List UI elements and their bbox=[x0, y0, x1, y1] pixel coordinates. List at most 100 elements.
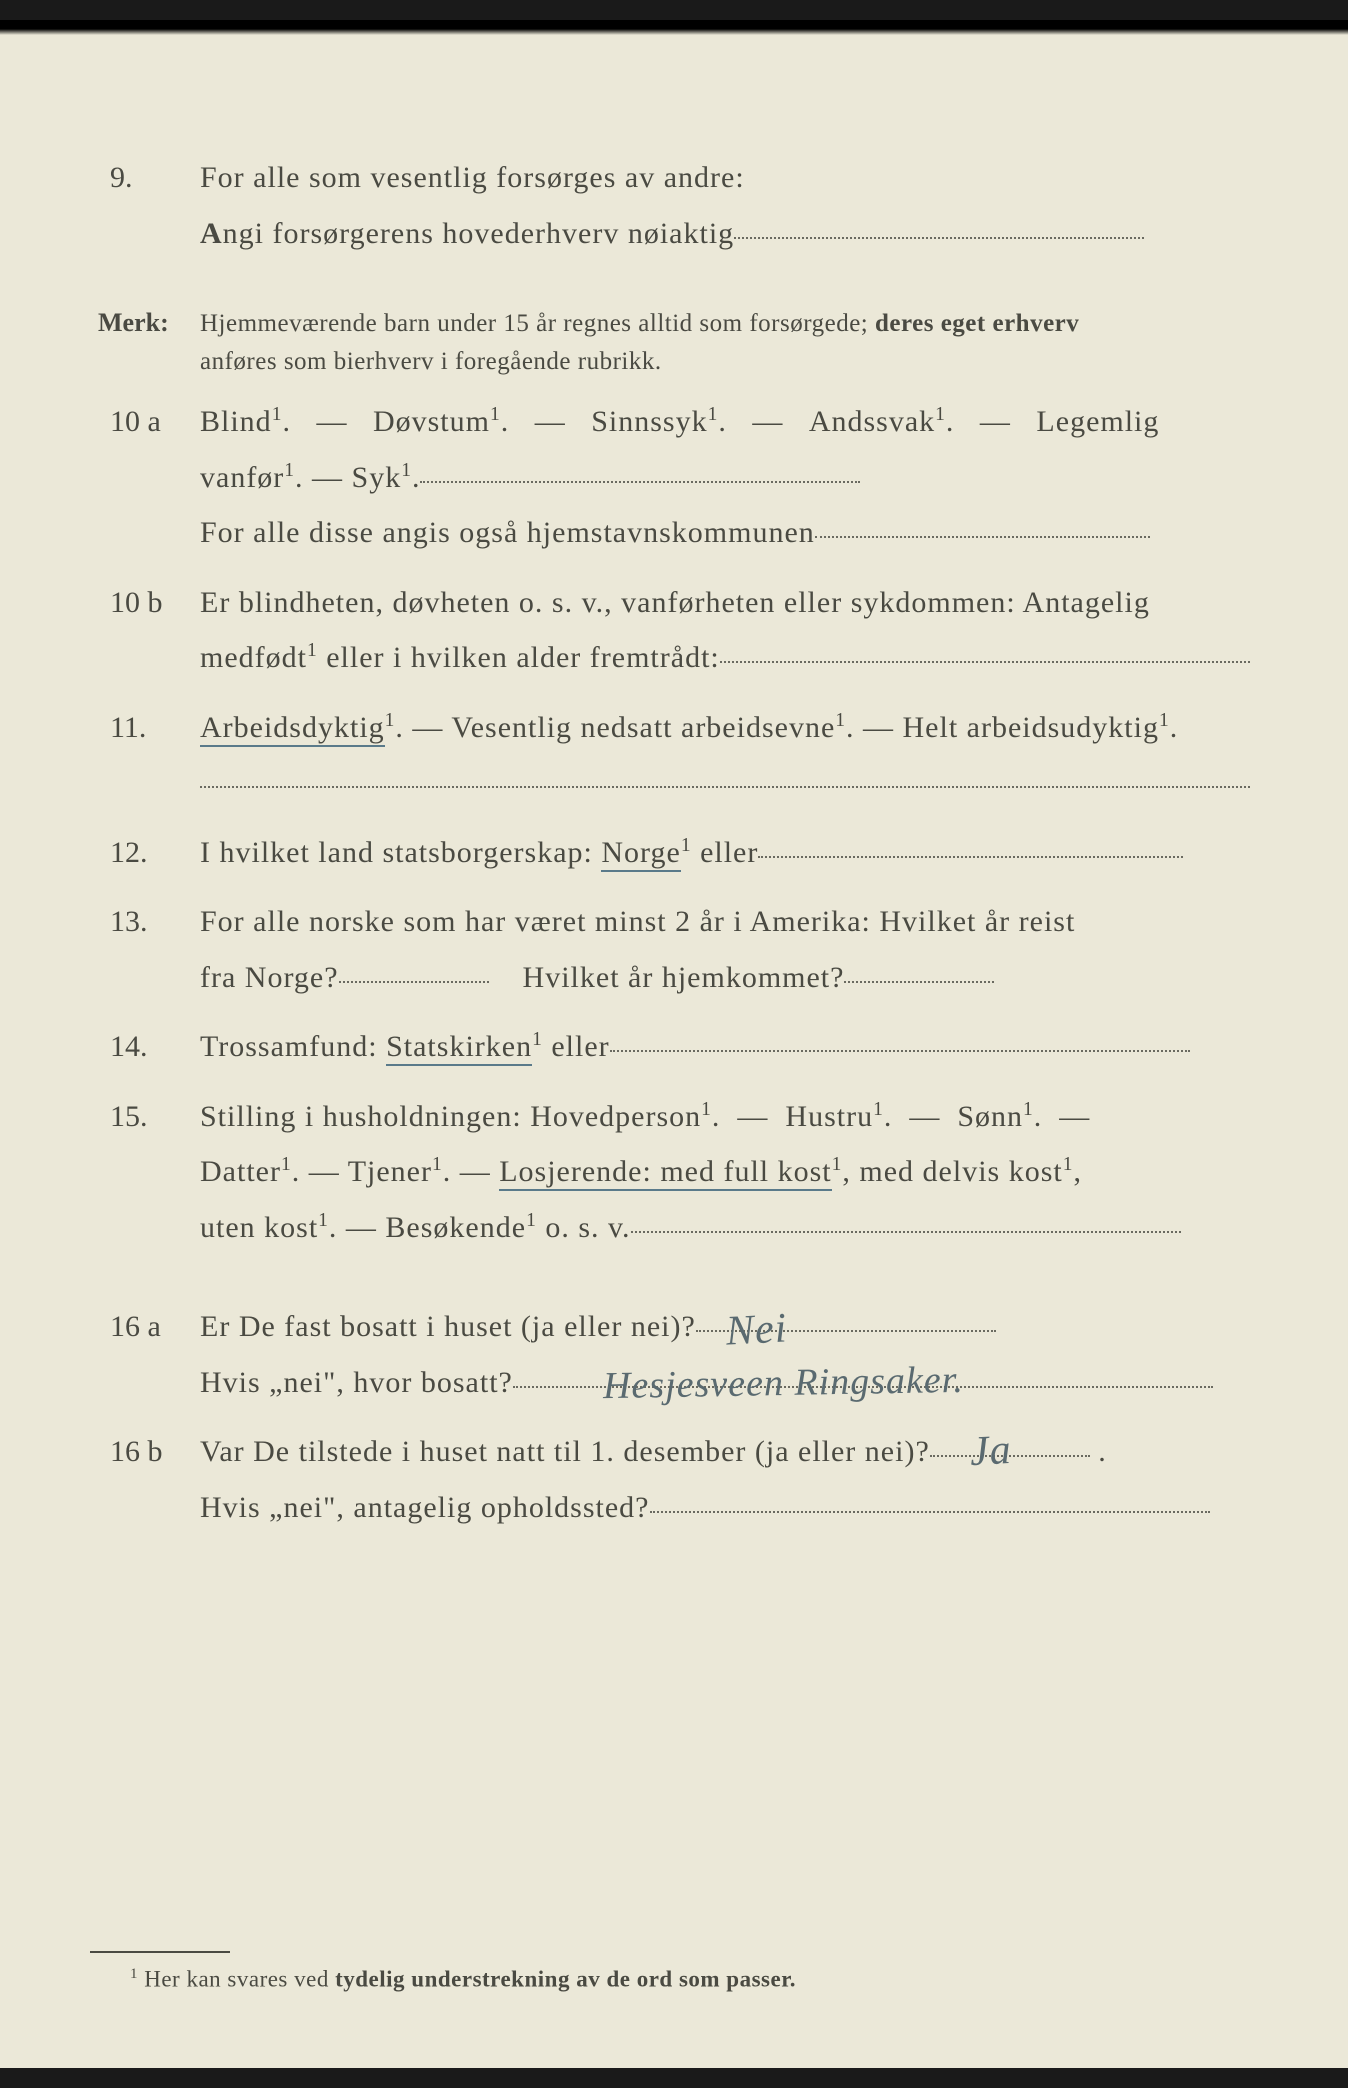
q16b-number: 16 b bbox=[90, 1435, 200, 1469]
q9-number: 9. bbox=[90, 161, 200, 195]
q16a-hand2: Hesjesveen Ringsaker. bbox=[602, 1344, 964, 1421]
gap bbox=[90, 1269, 1258, 1299]
footnote-text: Her kan svares ved bbox=[138, 1967, 335, 1992]
question-10a: 10 a Blind1. — Døvstum1. — Sinnssyk1. — … bbox=[90, 394, 1258, 561]
q9-line2-bold: A bbox=[200, 217, 223, 250]
question-12: 12. I hvilket land statsborgerskap: Norg… bbox=[90, 825, 1258, 881]
merk-text2: deres eget erhverv bbox=[875, 310, 1079, 337]
q12-body: I hvilket land statsborgerskap: Norge1 e… bbox=[200, 825, 1258, 881]
fill-line bbox=[720, 661, 1250, 663]
q14-number: 14. bbox=[90, 1030, 200, 1064]
q15-body: Stilling i husholdningen: Hovedperson1. … bbox=[200, 1089, 1258, 1256]
q11-t2: Vesentlig nedsatt arbeidsevne bbox=[451, 711, 835, 744]
q12-t2: Norge bbox=[601, 836, 680, 872]
q13-line2a: fra Norge? bbox=[200, 961, 339, 994]
fill-line bbox=[758, 856, 1183, 858]
q15-t1: Stilling i husholdningen: Hovedperson bbox=[200, 1100, 701, 1133]
fill-line bbox=[610, 1050, 1190, 1052]
q12-t1: I hvilket land statsborgerskap: bbox=[200, 836, 601, 869]
fill-line: Nei bbox=[696, 1330, 996, 1332]
footnote-sup: 1 bbox=[130, 1966, 138, 1982]
q13-body: For alle norske som har været minst 2 år… bbox=[200, 894, 1258, 1005]
question-11: 11. Arbeidsdyktig1. — Vesentlig nedsatt … bbox=[90, 700, 1258, 811]
document-page: 9. For alle som vesentlig forsørges av a… bbox=[0, 20, 1348, 2068]
fill-line bbox=[815, 536, 1150, 538]
top-edge-decoration bbox=[0, 20, 1348, 35]
q14-t1: Trossamfund: bbox=[200, 1030, 386, 1063]
fill-line bbox=[650, 1511, 1210, 1513]
q13-line1: For alle norske som har været minst 2 år… bbox=[200, 905, 1075, 938]
merk-label: Merk: bbox=[90, 308, 200, 338]
q15-t8: uten kost bbox=[200, 1211, 318, 1244]
q16b-line1: Var De tilstede i huset natt til 1. dese… bbox=[200, 1435, 930, 1468]
q15-t3: Sønn bbox=[957, 1100, 1023, 1133]
fill-line: Ja bbox=[930, 1455, 1090, 1457]
q16b-line2: Hvis „nei", antagelig opholdssted? bbox=[200, 1491, 650, 1524]
footnote: 1 Her kan svares ved tydelig understrekn… bbox=[130, 1966, 796, 1993]
q11-number: 11. bbox=[90, 711, 200, 745]
merk-body: Hjemmeværende barn under 15 år regnes al… bbox=[200, 305, 1258, 380]
q13-line2b: Hvilket år hjemkommet? bbox=[523, 961, 845, 994]
q11-t3: Helt arbeidsudyktig bbox=[903, 711, 1159, 744]
fill-line bbox=[844, 981, 994, 983]
q15-t9: Besøkende bbox=[385, 1211, 526, 1244]
q10a-t2: Døvstum bbox=[373, 405, 490, 438]
q15-number: 15. bbox=[90, 1100, 200, 1134]
fill-line bbox=[339, 981, 489, 983]
q15-t7: , med delvis kost bbox=[842, 1155, 1062, 1188]
question-13: 13. For alle norske som har været minst … bbox=[90, 894, 1258, 1005]
q15-t6: Losjerende: med full kost bbox=[499, 1155, 831, 1191]
q9-line2: ngi forsørgerens hovederhverv nøiaktig bbox=[223, 217, 734, 250]
q10a-t7: Syk bbox=[352, 461, 402, 494]
q14-t3: eller bbox=[543, 1030, 610, 1063]
q15-t5: Tjener bbox=[348, 1155, 432, 1188]
question-15: 15. Stilling i husholdningen: Hovedperso… bbox=[90, 1089, 1258, 1256]
question-14: 14. Trossamfund: Statskirken1 eller bbox=[90, 1019, 1258, 1075]
q14-body: Trossamfund: Statskirken1 eller bbox=[200, 1019, 1258, 1075]
q9-line1: For alle som vesentlig forsørges av andr… bbox=[200, 161, 745, 194]
merk-text3: anføres som bierhverv i foregående rubri… bbox=[200, 348, 662, 375]
q9-body: For alle som vesentlig forsørges av andr… bbox=[200, 150, 1258, 261]
q15-t2: Hustru bbox=[785, 1100, 873, 1133]
fill-line bbox=[200, 786, 1250, 788]
q16a-line1: Er De fast bosatt i huset (ja eller nei)… bbox=[200, 1310, 696, 1343]
merk-note: Merk: Hjemmeværende barn under 15 år reg… bbox=[90, 305, 1258, 380]
question-16b: 16 b Var De tilstede i huset natt til 1.… bbox=[90, 1424, 1258, 1535]
q10b-line2a: medfødt bbox=[200, 641, 307, 674]
q15-t4: Datter bbox=[200, 1155, 281, 1188]
q10a-t5: Legemlig bbox=[1036, 405, 1159, 438]
q14-t2: Statskirken bbox=[386, 1030, 532, 1066]
q10a-t6: vanfør bbox=[200, 461, 284, 494]
q16b-hand1: Ja bbox=[968, 1412, 1014, 1492]
q16b-body: Var De tilstede i huset natt til 1. dese… bbox=[200, 1424, 1258, 1535]
fill-line: Hesjesveen Ringsaker. bbox=[513, 1386, 1213, 1388]
question-9: 9. For alle som vesentlig forsørges av a… bbox=[90, 150, 1258, 261]
question-16a: 16 a Er De fast bosatt i huset (ja eller… bbox=[90, 1299, 1258, 1410]
q10b-line1: Er blindheten, døvheten o. s. v., vanfør… bbox=[200, 586, 1150, 619]
q10b-body: Er blindheten, døvheten o. s. v., vanfør… bbox=[200, 575, 1258, 686]
fill-line bbox=[631, 1231, 1181, 1233]
q10a-line3: For alle disse angis også hjemstavnskomm… bbox=[200, 516, 815, 549]
gap bbox=[90, 275, 1258, 305]
q10a-t1: Blind bbox=[200, 405, 272, 438]
q16a-line2: Hvis „nei", hvor bosatt? bbox=[200, 1366, 513, 1399]
q15-t10: o. s. v. bbox=[537, 1211, 631, 1244]
fill-line bbox=[420, 481, 860, 483]
footnote-bold: tydelig understrekning av de ord som pas… bbox=[335, 1967, 796, 1992]
question-10b: 10 b Er blindheten, døvheten o. s. v., v… bbox=[90, 575, 1258, 686]
q16a-body: Er De fast bosatt i huset (ja eller nei)… bbox=[200, 1299, 1258, 1410]
q10a-number: 10 a bbox=[90, 405, 200, 439]
fill-line bbox=[734, 237, 1144, 239]
q10a-body: Blind1. — Døvstum1. — Sinnssyk1. — Andss… bbox=[200, 394, 1258, 561]
q11-t1: Arbeidsdyktig bbox=[200, 711, 385, 747]
q10b-number: 10 b bbox=[90, 586, 200, 620]
q12-number: 12. bbox=[90, 836, 200, 870]
merk-text1: Hjemmeværende barn under 15 år regnes al… bbox=[200, 310, 875, 337]
q11-body: Arbeidsdyktig1. — Vesentlig nedsatt arbe… bbox=[200, 700, 1258, 811]
q12-t3: eller bbox=[692, 836, 759, 869]
q16a-number: 16 a bbox=[90, 1310, 200, 1344]
footnote-rule bbox=[90, 1951, 230, 1953]
q13-number: 13. bbox=[90, 905, 200, 939]
q10a-t4: Andssvak bbox=[809, 405, 935, 438]
q10a-t3: Sinnssyk bbox=[591, 405, 707, 438]
